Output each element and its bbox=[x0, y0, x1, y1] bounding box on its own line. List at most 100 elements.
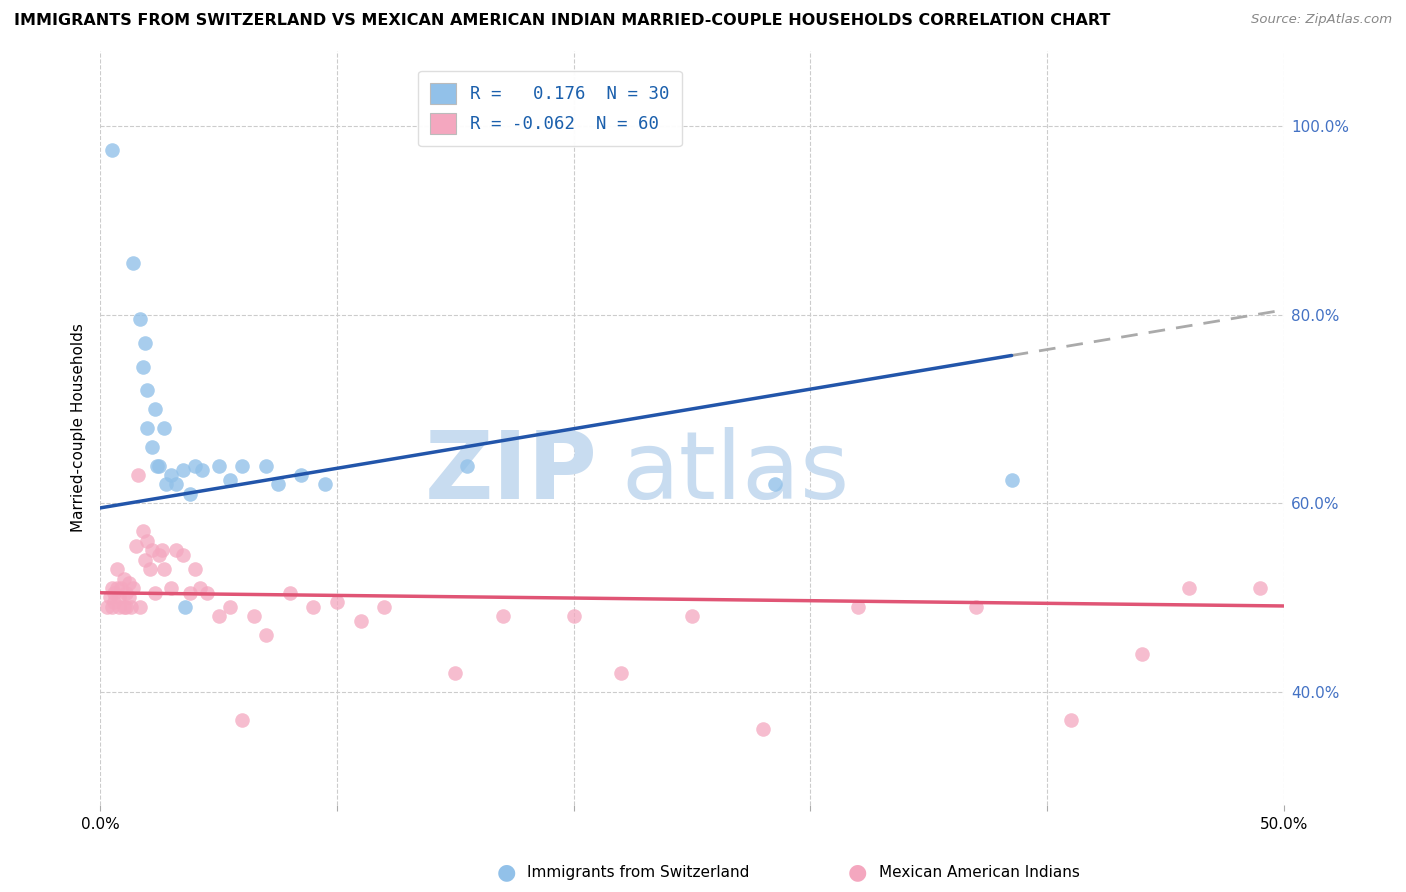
Point bbox=[456, 458, 478, 473]
Point bbox=[120, 599, 142, 614]
Point bbox=[219, 473, 242, 487]
Point bbox=[112, 599, 135, 614]
Point bbox=[207, 609, 229, 624]
Point bbox=[179, 586, 201, 600]
Point bbox=[243, 609, 266, 624]
Point bbox=[184, 562, 207, 576]
Point bbox=[174, 599, 197, 614]
Point bbox=[129, 312, 152, 326]
Point bbox=[146, 458, 169, 473]
Text: Source: ZipAtlas.com: Source: ZipAtlas.com bbox=[1251, 13, 1392, 27]
Text: Immigrants from Switzerland: Immigrants from Switzerland bbox=[527, 865, 749, 880]
Point bbox=[108, 591, 131, 605]
Point bbox=[267, 477, 290, 491]
Point bbox=[207, 458, 229, 473]
Point bbox=[681, 609, 703, 624]
Point bbox=[846, 599, 869, 614]
Point bbox=[302, 599, 325, 614]
Point bbox=[172, 548, 194, 562]
Text: ●: ● bbox=[496, 863, 516, 882]
Text: IMMIGRANTS FROM SWITZERLAND VS MEXICAN AMERICAN INDIAN MARRIED-COUPLE HOUSEHOLDS: IMMIGRANTS FROM SWITZERLAND VS MEXICAN A… bbox=[14, 13, 1111, 29]
Point bbox=[105, 562, 128, 576]
Point bbox=[254, 628, 277, 642]
Point bbox=[105, 581, 128, 595]
Point bbox=[148, 458, 170, 473]
Point bbox=[172, 463, 194, 477]
Point bbox=[136, 383, 159, 397]
Point bbox=[231, 713, 253, 727]
Point bbox=[326, 595, 349, 609]
Point bbox=[98, 591, 121, 605]
Point bbox=[444, 665, 467, 680]
Point bbox=[349, 614, 371, 628]
Point bbox=[491, 609, 513, 624]
Point bbox=[108, 599, 131, 614]
Point bbox=[165, 477, 187, 491]
Point bbox=[763, 477, 786, 491]
Point bbox=[115, 586, 138, 600]
Point bbox=[148, 548, 170, 562]
Point bbox=[103, 595, 125, 609]
Point bbox=[96, 599, 118, 614]
Point bbox=[110, 581, 132, 595]
Point bbox=[1000, 473, 1022, 487]
Text: ●: ● bbox=[848, 863, 868, 882]
Point bbox=[610, 665, 633, 680]
Point bbox=[127, 467, 149, 482]
Point bbox=[141, 543, 163, 558]
Point bbox=[314, 477, 336, 491]
Point bbox=[101, 599, 124, 614]
Point bbox=[150, 543, 173, 558]
Point bbox=[112, 572, 135, 586]
Point bbox=[129, 599, 152, 614]
Point bbox=[153, 421, 176, 435]
Point bbox=[103, 586, 125, 600]
Point bbox=[219, 599, 242, 614]
Point bbox=[195, 586, 218, 600]
Point bbox=[122, 581, 145, 595]
Point bbox=[254, 458, 277, 473]
Point bbox=[139, 562, 162, 576]
Point bbox=[136, 533, 159, 548]
Text: Mexican American Indians: Mexican American Indians bbox=[879, 865, 1080, 880]
Point bbox=[231, 458, 253, 473]
Point bbox=[155, 477, 177, 491]
Point bbox=[153, 562, 176, 576]
Point bbox=[965, 599, 987, 614]
Point bbox=[184, 458, 207, 473]
Point bbox=[752, 723, 775, 737]
Point bbox=[160, 581, 183, 595]
Point bbox=[141, 440, 163, 454]
Point bbox=[115, 599, 138, 614]
Point bbox=[1178, 581, 1201, 595]
Point bbox=[278, 586, 301, 600]
Point bbox=[188, 581, 211, 595]
Text: atlas: atlas bbox=[621, 427, 849, 519]
Point bbox=[132, 359, 155, 374]
Point bbox=[132, 524, 155, 539]
Point bbox=[191, 463, 214, 477]
Point bbox=[124, 539, 146, 553]
Point bbox=[117, 576, 139, 591]
Point bbox=[101, 581, 124, 595]
Point bbox=[1060, 713, 1083, 727]
Legend: R =   0.176  N = 30, R = -0.062  N = 60: R = 0.176 N = 30, R = -0.062 N = 60 bbox=[418, 70, 682, 146]
Point bbox=[134, 335, 156, 350]
Point bbox=[134, 553, 156, 567]
Point bbox=[290, 467, 312, 482]
Point bbox=[1249, 581, 1271, 595]
Point bbox=[101, 143, 124, 157]
Point bbox=[1130, 647, 1153, 661]
Point bbox=[179, 487, 201, 501]
Text: ZIP: ZIP bbox=[425, 427, 598, 519]
Point bbox=[122, 256, 145, 270]
Point bbox=[143, 401, 166, 416]
Point bbox=[160, 467, 183, 482]
Y-axis label: Married-couple Households: Married-couple Households bbox=[72, 324, 86, 533]
Point bbox=[117, 591, 139, 605]
Point bbox=[562, 609, 585, 624]
Point bbox=[165, 543, 187, 558]
Point bbox=[373, 599, 395, 614]
Point bbox=[136, 421, 159, 435]
Point bbox=[143, 586, 166, 600]
